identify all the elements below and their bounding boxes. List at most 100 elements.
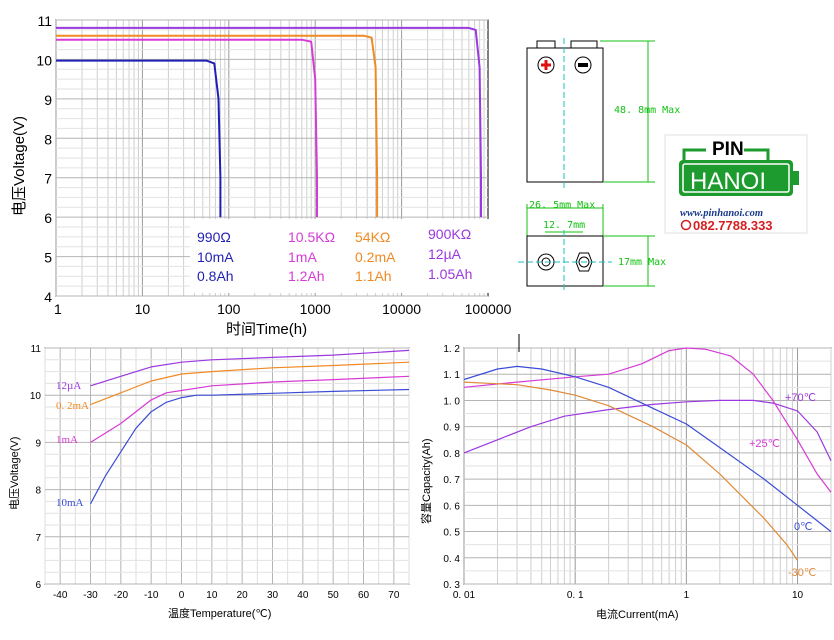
- series-label-resistance: 900KΩ: [428, 226, 471, 242]
- grid: [44, 347, 410, 585]
- series-label: 0℃: [794, 521, 812, 533]
- series-label-capacity: 1.05Ah: [428, 266, 472, 282]
- x-tick-label: 40: [297, 590, 309, 601]
- x-tick-label: 70: [388, 590, 400, 601]
- logo-name: HANOI: [690, 168, 766, 195]
- y-tick-label: 1. 2: [443, 344, 460, 355]
- x-tick-label: 60: [358, 590, 370, 601]
- x-tick-label: 0: [179, 590, 185, 601]
- series-label-capacity: 0.8Ah: [197, 268, 234, 284]
- logo-battery-body: [679, 160, 793, 196]
- y-tick-label: 0. 8: [443, 449, 460, 460]
- logo-top-text: PIN: [712, 139, 744, 160]
- y-tick-label: 0. 3: [443, 580, 460, 591]
- grid: [55, 19, 488, 297]
- series-line-3: [463, 381, 798, 561]
- series-line-0: [56, 59, 222, 218]
- y-tick-label: 0. 9: [443, 423, 460, 434]
- y-tick-label: 0. 6: [443, 501, 460, 512]
- label-900k: 900KΩ 12µA 1.05Ah: [428, 226, 472, 282]
- logo-phone: 082.7788.333: [693, 218, 773, 233]
- y-tick-label: 10: [30, 391, 42, 402]
- x-tick-label: -20: [114, 590, 129, 601]
- x-tick-label: 0. 1: [567, 590, 584, 601]
- annotation-background: [190, 219, 490, 293]
- series-lines: [56, 26, 482, 218]
- y-tick-label: 6: [35, 580, 41, 591]
- x-axis-label: 时间Time(h): [226, 321, 307, 338]
- series-label: 0. 2mA: [56, 400, 89, 412]
- y-tick-label: 0. 5: [443, 528, 460, 539]
- series-label-current: 10mA: [197, 249, 234, 265]
- logo-inner-frame: [682, 163, 790, 193]
- series-label: +70℃: [785, 392, 816, 404]
- series-lines: [463, 347, 832, 561]
- x-tick-label: -40: [53, 590, 68, 601]
- series-line-3: [89, 388, 410, 505]
- y-tick-label: 9: [44, 92, 52, 108]
- y-tick-label: 6: [44, 210, 52, 226]
- series-line-2: [56, 34, 379, 218]
- logo-url: www.pinhanoi.com: [680, 208, 763, 219]
- x-axis-label: 电流Current(mA): [596, 607, 679, 621]
- axis-ticks: 6 7 8 9 10 11 -40 -30 -20 -10 0 10 20 30 40 50 60 70: [30, 344, 400, 601]
- x-tick-label: 1000: [300, 301, 331, 317]
- series-line-2: [463, 365, 832, 533]
- series-label-capacity: 1.1Ah: [355, 268, 392, 284]
- x-tick-label: 0. 01: [453, 590, 476, 601]
- phone-icon: [680, 219, 692, 231]
- y-axis-label: 容量Capacity(Ah): [419, 438, 433, 524]
- minus-bar: [578, 63, 588, 67]
- plus-bar-v: [544, 60, 548, 70]
- series-line-1: [90, 361, 410, 406]
- series-line-0: [90, 349, 410, 387]
- x-tick-label: 1: [684, 590, 690, 601]
- label-10k: 10.5KΩ 1mA 1.2Ah: [288, 229, 335, 284]
- series-label-resistance: 10.5KΩ: [288, 229, 335, 245]
- y-tick-label: 8: [35, 486, 41, 497]
- series-label-current: 12µA: [428, 246, 462, 262]
- axis-ticks: 0. 3 0. 4 0. 5 0. 6 0. 7 0. 8 0. 9 1. 0 1. 1 1. 2…: [443, 344, 803, 601]
- series-line-3: [56, 26, 482, 218]
- series-label-current: 1mA: [288, 249, 317, 265]
- y-tick-label: 11: [31, 344, 42, 355]
- height-dimension: 48. 8mm Max: [614, 105, 680, 116]
- series-label: 10mA: [56, 497, 84, 509]
- series-line-0: [463, 399, 832, 462]
- x-tick-label: -10: [144, 590, 159, 601]
- x-tick-label: 100: [217, 301, 241, 317]
- x-tick-label: 1: [54, 301, 62, 317]
- y-tick-label: 5: [44, 250, 52, 266]
- y-tick-label: 9: [35, 438, 41, 449]
- series-label-current: 0.2mA: [355, 249, 396, 265]
- y-tick-label: 8: [44, 131, 52, 147]
- y-tick-label: 0. 7: [443, 475, 460, 486]
- x-tick-label: 10000: [382, 301, 421, 317]
- series-line-1: [463, 347, 832, 493]
- series-line-2: [90, 375, 410, 443]
- series-label: 1mA: [56, 434, 78, 446]
- x-tick-label: 10: [792, 590, 804, 601]
- label-54k: 54KΩ 0.2mA 1.1Ah: [355, 229, 396, 284]
- logo-battery-cap: [793, 171, 799, 185]
- x-tick-label: -30: [83, 590, 98, 601]
- y-tick-label: 0. 4: [443, 554, 460, 565]
- y-tick-label: 7: [44, 171, 52, 187]
- logo-bracket: [682, 148, 770, 160]
- y-tick-label: 1. 0: [443, 396, 460, 407]
- series-label-capacity: 1.2Ah: [288, 268, 325, 284]
- x-tick-label: 10: [135, 301, 151, 317]
- y-tick-label: 7: [35, 533, 41, 544]
- grid: [463, 347, 832, 585]
- x-tick-label: 100000: [465, 301, 512, 317]
- battery-drawing: 48. 8mm Max 26. 5mm Max 12. 7mm 17mm Max: [518, 38, 680, 292]
- series-label-resistance: 54KΩ: [355, 229, 390, 245]
- temperature-chart: 6 7 8 9 10 11 -40 -30 -20 -10 0 10 20 30 40 50 60 70 温度Te…: [8, 344, 410, 620]
- current-capacity-chart: 0. 3 0. 4 0. 5 0. 6 0. 7 0. 8 0. 9 1. 0 1. 1 1. 2…: [419, 334, 832, 621]
- series-label-resistance: 990Ω: [197, 229, 231, 245]
- y-tick-label: 11: [37, 13, 52, 29]
- series-label: -30℃: [788, 567, 816, 579]
- y-axis-label: 电压Voltage(V): [8, 437, 21, 510]
